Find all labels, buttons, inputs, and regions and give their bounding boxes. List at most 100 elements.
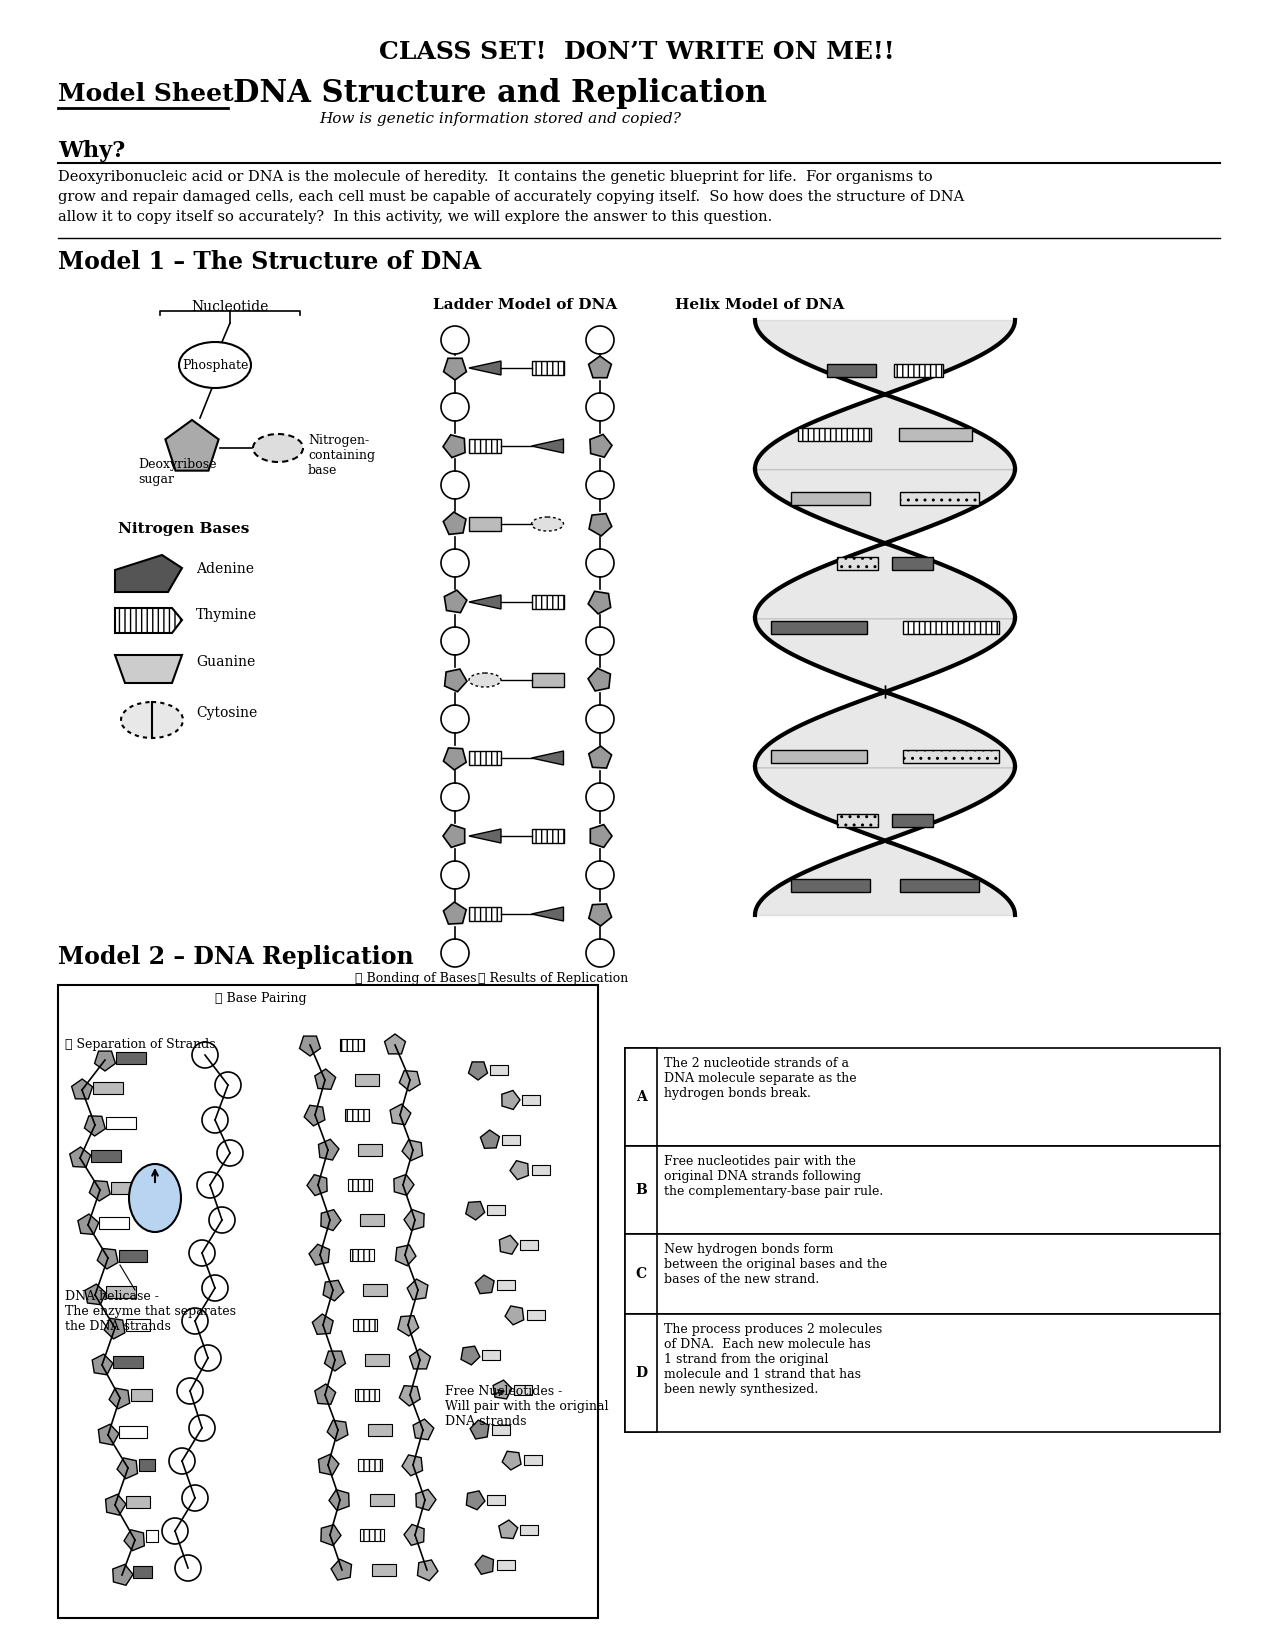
- Text: Model 2 – DNA Replication: Model 2 – DNA Replication: [57, 945, 413, 969]
- Text: Ⓒ Bonding of Bases: Ⓒ Bonding of Bases: [354, 972, 477, 985]
- FancyBboxPatch shape: [532, 1165, 550, 1175]
- Polygon shape: [395, 1246, 416, 1266]
- Ellipse shape: [441, 470, 469, 498]
- FancyBboxPatch shape: [353, 1318, 377, 1332]
- Text: How is genetic information stored and copied?: How is genetic information stored and co…: [319, 112, 681, 125]
- Text: Ⓐ Separation of Strands: Ⓐ Separation of Strands: [65, 1038, 215, 1051]
- Polygon shape: [476, 1556, 493, 1574]
- FancyBboxPatch shape: [119, 1249, 147, 1262]
- FancyBboxPatch shape: [368, 1424, 391, 1436]
- FancyBboxPatch shape: [836, 556, 877, 569]
- Polygon shape: [307, 1175, 328, 1196]
- FancyBboxPatch shape: [487, 1495, 505, 1505]
- Polygon shape: [470, 1421, 488, 1439]
- Ellipse shape: [441, 327, 469, 355]
- Ellipse shape: [215, 1072, 241, 1097]
- Polygon shape: [532, 908, 564, 921]
- Polygon shape: [589, 356, 612, 378]
- FancyBboxPatch shape: [133, 1566, 152, 1577]
- Polygon shape: [115, 554, 182, 592]
- Ellipse shape: [586, 939, 615, 967]
- FancyBboxPatch shape: [532, 673, 564, 686]
- Ellipse shape: [209, 1208, 235, 1233]
- Polygon shape: [469, 828, 501, 843]
- FancyBboxPatch shape: [892, 813, 933, 827]
- Polygon shape: [444, 358, 467, 380]
- FancyBboxPatch shape: [57, 985, 598, 1619]
- Polygon shape: [98, 1424, 119, 1445]
- FancyBboxPatch shape: [360, 1214, 384, 1226]
- Polygon shape: [321, 1525, 340, 1546]
- Ellipse shape: [195, 1345, 221, 1371]
- Text: Deoxyribose
sugar: Deoxyribose sugar: [138, 459, 217, 487]
- Polygon shape: [319, 1454, 339, 1475]
- FancyBboxPatch shape: [126, 1318, 150, 1330]
- FancyBboxPatch shape: [358, 1143, 382, 1157]
- Ellipse shape: [182, 1308, 208, 1333]
- Polygon shape: [319, 1138, 339, 1160]
- Polygon shape: [166, 421, 218, 470]
- Ellipse shape: [182, 1485, 208, 1511]
- FancyBboxPatch shape: [514, 1384, 532, 1394]
- Polygon shape: [532, 751, 564, 766]
- Ellipse shape: [586, 861, 615, 889]
- Text: C: C: [635, 1267, 646, 1280]
- Ellipse shape: [441, 784, 469, 812]
- Polygon shape: [329, 1490, 349, 1510]
- Polygon shape: [105, 1318, 125, 1338]
- FancyBboxPatch shape: [131, 1389, 152, 1401]
- Text: Free nucleotides pair with the
original DNA strands following
the complementary-: Free nucleotides pair with the original …: [664, 1155, 884, 1198]
- Polygon shape: [315, 1384, 335, 1404]
- FancyBboxPatch shape: [900, 492, 979, 505]
- Text: Cytosine: Cytosine: [196, 706, 258, 719]
- Polygon shape: [588, 668, 611, 691]
- Ellipse shape: [217, 1140, 244, 1167]
- Ellipse shape: [441, 705, 469, 733]
- Polygon shape: [84, 1115, 106, 1135]
- Text: Ⓑ Base Pairing: Ⓑ Base Pairing: [215, 992, 306, 1005]
- FancyBboxPatch shape: [126, 1495, 150, 1508]
- FancyBboxPatch shape: [625, 1048, 657, 1147]
- Text: Thymine: Thymine: [196, 607, 258, 622]
- Text: Helix Model of DNA: Helix Model of DNA: [676, 299, 844, 312]
- Ellipse shape: [129, 1163, 181, 1233]
- Polygon shape: [417, 1559, 437, 1581]
- FancyBboxPatch shape: [354, 1389, 379, 1401]
- Polygon shape: [115, 655, 182, 683]
- Polygon shape: [481, 1130, 500, 1148]
- Polygon shape: [328, 1421, 348, 1440]
- Polygon shape: [124, 1530, 144, 1551]
- Ellipse shape: [170, 1449, 195, 1473]
- Ellipse shape: [586, 627, 615, 655]
- FancyBboxPatch shape: [93, 1081, 122, 1094]
- Ellipse shape: [469, 673, 501, 686]
- Polygon shape: [97, 1249, 119, 1269]
- FancyBboxPatch shape: [116, 1051, 147, 1064]
- Text: CLASS SET!  DON’T WRITE ON ME!!: CLASS SET! DON’T WRITE ON ME!!: [379, 40, 895, 64]
- FancyBboxPatch shape: [370, 1493, 394, 1506]
- Polygon shape: [117, 1459, 138, 1478]
- Polygon shape: [590, 434, 612, 457]
- Text: Guanine: Guanine: [196, 655, 255, 668]
- FancyBboxPatch shape: [625, 1234, 657, 1313]
- Polygon shape: [315, 1069, 335, 1089]
- Polygon shape: [71, 1079, 93, 1099]
- FancyBboxPatch shape: [119, 1426, 147, 1437]
- Ellipse shape: [198, 1172, 223, 1198]
- FancyBboxPatch shape: [358, 1459, 382, 1472]
- FancyBboxPatch shape: [469, 751, 501, 766]
- FancyBboxPatch shape: [625, 1147, 657, 1234]
- Text: grow and repair damaged cells, each cell must be capable of accurately copying i: grow and repair damaged cells, each cell…: [57, 190, 964, 205]
- FancyBboxPatch shape: [899, 427, 973, 441]
- FancyBboxPatch shape: [346, 1109, 368, 1120]
- Ellipse shape: [586, 784, 615, 812]
- Ellipse shape: [441, 939, 469, 967]
- Polygon shape: [445, 668, 467, 691]
- FancyBboxPatch shape: [532, 596, 564, 609]
- Ellipse shape: [189, 1416, 215, 1440]
- FancyBboxPatch shape: [797, 427, 871, 441]
- FancyBboxPatch shape: [139, 1459, 156, 1470]
- Polygon shape: [394, 1175, 414, 1195]
- Polygon shape: [106, 1495, 126, 1515]
- FancyBboxPatch shape: [770, 749, 867, 762]
